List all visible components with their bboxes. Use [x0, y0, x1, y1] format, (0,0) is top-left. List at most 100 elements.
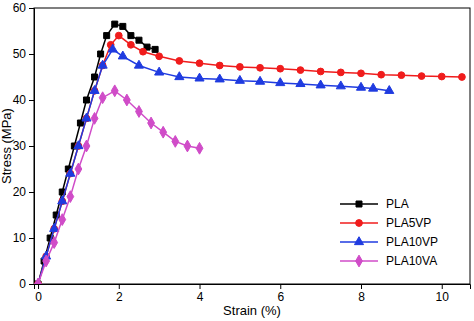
legend-marker	[356, 255, 363, 267]
y-tick-mark	[29, 284, 34, 285]
series-line	[38, 49, 389, 284]
series-marker	[98, 60, 107, 68]
series-marker	[257, 64, 264, 71]
series-marker	[51, 237, 58, 249]
y-tick-mark	[29, 54, 34, 55]
series-marker	[398, 72, 405, 79]
legend-marker	[356, 220, 363, 227]
series-marker	[172, 136, 179, 148]
series-marker	[356, 82, 365, 90]
x-tick-mark	[442, 284, 443, 289]
y-tick: 40	[13, 93, 34, 107]
y-tick-mark	[29, 100, 34, 101]
series-marker	[99, 92, 106, 104]
x-tick-label: 6	[277, 290, 284, 304]
y-tick-label: 40	[13, 93, 27, 107]
series-marker	[196, 60, 203, 67]
plot: 02468100102030405060PLAPLA5VPPLA10VPPLA1…	[13, 1, 471, 303]
series-marker	[136, 37, 142, 43]
series-marker	[358, 70, 365, 77]
y-tick: 30	[13, 139, 34, 153]
series-marker	[317, 68, 324, 75]
series-marker	[378, 71, 385, 78]
y-tick-label: 30	[13, 139, 27, 153]
legend-item: PLA10VP	[340, 235, 438, 249]
series-marker	[75, 163, 82, 175]
series-marker	[83, 97, 89, 103]
y-tick: 60	[13, 1, 34, 15]
series-marker	[215, 74, 224, 82]
legend-label: PLA	[386, 197, 409, 211]
y-tick: 50	[13, 47, 34, 61]
x-tick-label: 2	[116, 290, 123, 304]
series-marker	[66, 168, 75, 176]
series-marker	[123, 94, 130, 106]
series-marker	[195, 73, 204, 81]
x-tick: 0	[35, 284, 42, 304]
series-marker	[235, 75, 244, 83]
series-marker	[67, 191, 74, 203]
series-marker	[297, 67, 304, 74]
y-tick: 0	[19, 277, 34, 291]
x-tick: 4	[197, 284, 204, 304]
series-marker	[176, 58, 183, 65]
series-line	[38, 91, 199, 284]
series-marker	[59, 214, 66, 226]
x-tick: 2	[116, 284, 123, 304]
series-marker	[276, 78, 285, 86]
x-tick-mark	[119, 284, 120, 289]
series-marker	[152, 46, 158, 52]
series-marker	[74, 141, 83, 149]
series-marker	[155, 67, 164, 75]
y-axis-line	[29, 9, 35, 285]
series-marker	[83, 140, 90, 152]
y-tick-mark	[29, 238, 34, 239]
series-marker	[140, 48, 147, 55]
series-marker	[112, 21, 118, 27]
series-marker	[91, 113, 98, 125]
x-tick-label: 4	[197, 290, 204, 304]
x-axis-line	[35, 285, 471, 290]
y-tick-label: 60	[13, 1, 27, 15]
y-tick-mark	[29, 192, 34, 193]
legend-item: PLA	[340, 197, 409, 211]
x-tick-mark	[200, 284, 201, 289]
series-marker	[296, 79, 305, 87]
series-marker	[277, 65, 284, 72]
x-tick-label: 8	[358, 290, 365, 304]
plot-frame	[34, 8, 470, 284]
legend-marker	[356, 201, 362, 207]
legend-label: PLA10VA	[386, 254, 437, 268]
chart: 02468100102030405060PLAPLA5VPPLA10VPPLA1…	[0, 0, 474, 321]
series-marker	[90, 86, 99, 94]
x-axis-title: Strain (%)	[223, 303, 281, 318]
series-marker	[418, 73, 425, 80]
series-marker	[92, 74, 98, 80]
y-tick-mark	[29, 146, 34, 147]
series-marker	[120, 23, 126, 29]
series-marker	[118, 51, 127, 59]
series-marker	[43, 255, 50, 267]
series-line	[38, 24, 155, 284]
series-marker	[115, 32, 122, 39]
y-tick-label: 50	[13, 47, 27, 61]
legend-item: PLA10VA	[340, 254, 437, 268]
series-marker	[128, 41, 135, 48]
series-marker	[160, 126, 167, 138]
legend-item: PLA5VP	[340, 216, 431, 230]
series-marker	[316, 80, 325, 88]
series-marker	[336, 81, 345, 89]
y-tick: 10	[13, 231, 34, 245]
y-tick-label: 20	[13, 185, 27, 199]
series-marker	[50, 224, 59, 232]
y-tick-label: 0	[19, 277, 26, 291]
series-marker	[184, 140, 191, 152]
x-tick-label: 0	[35, 290, 42, 304]
x-tick-mark	[280, 284, 281, 289]
legend-marker	[354, 237, 363, 245]
x-tick: 6	[277, 284, 284, 304]
series-marker	[82, 113, 91, 121]
series-marker	[196, 142, 203, 154]
legend-label: PLA10VP	[386, 235, 438, 249]
x-tick-mark	[38, 284, 39, 289]
